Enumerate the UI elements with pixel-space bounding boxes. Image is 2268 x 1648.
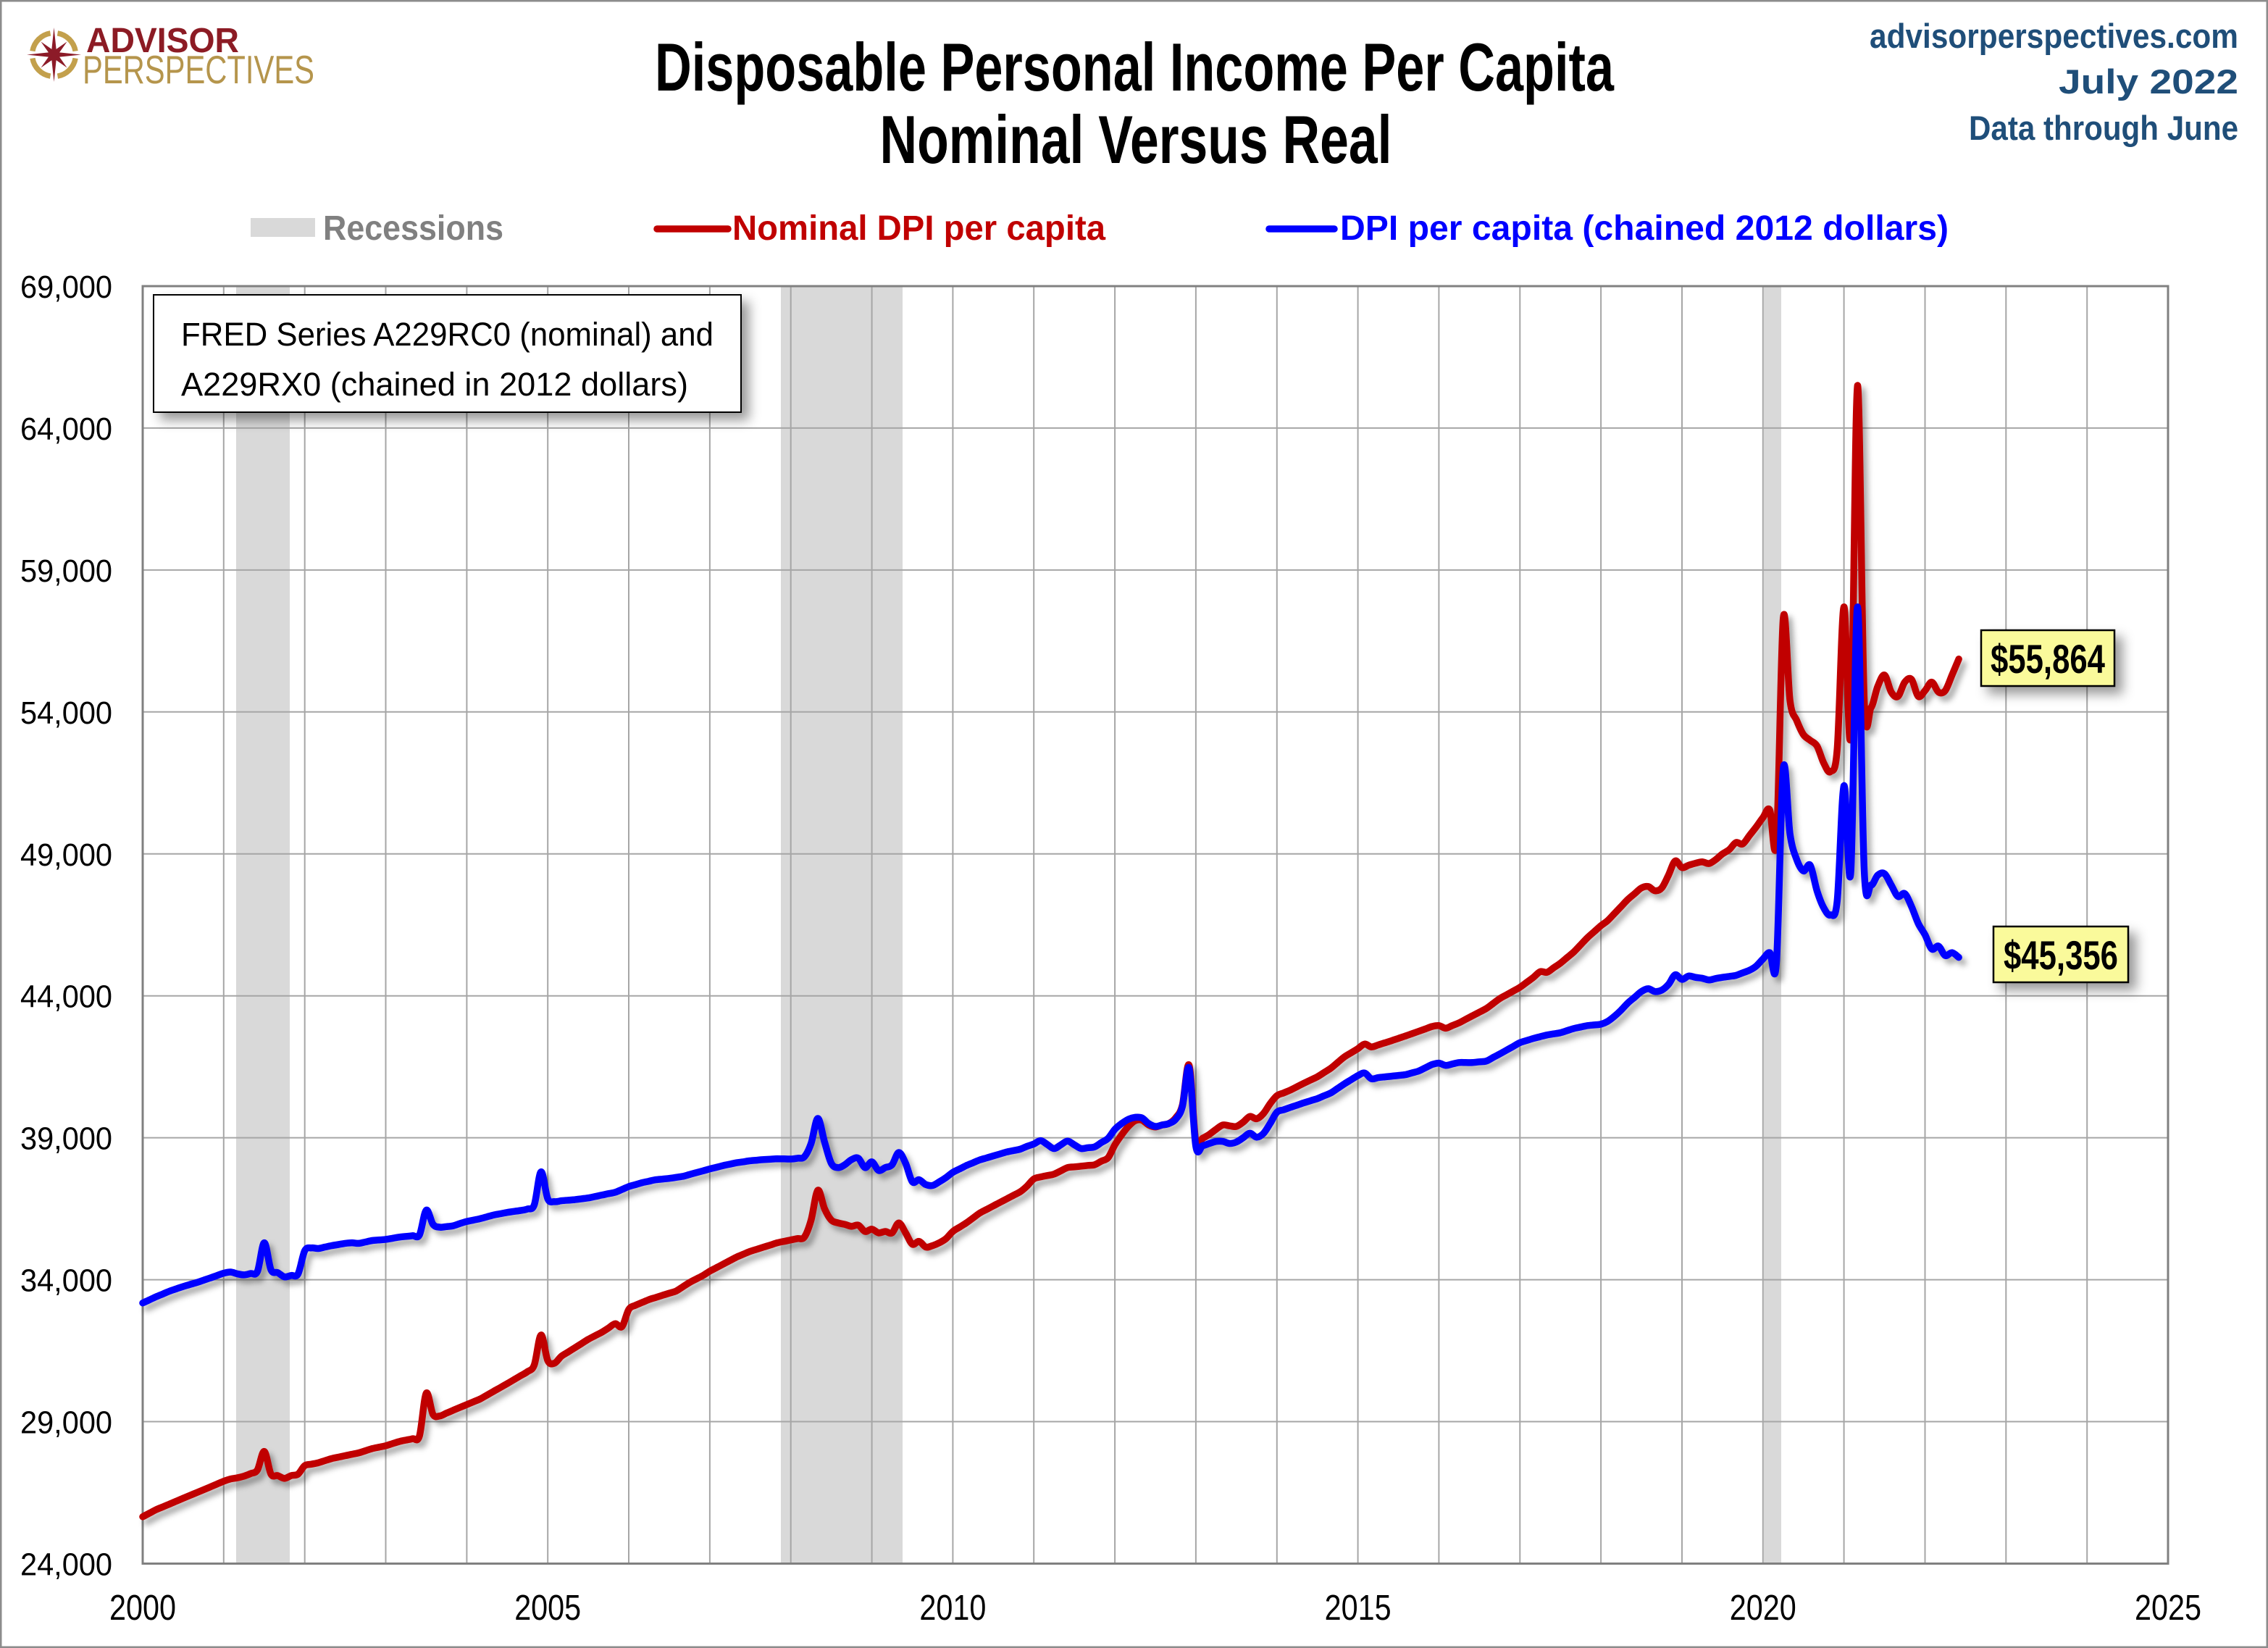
svg-text:FRED Series A229RC0 (nominal): FRED Series A229RC0 (nominal) and <box>181 316 714 353</box>
svg-text:64,000: 64,000 <box>20 411 112 447</box>
svg-text:Data through June: Data through June <box>1969 109 2238 147</box>
svg-text:2015: 2015 <box>1325 1589 1392 1628</box>
svg-text:69,000: 69,000 <box>20 269 112 305</box>
svg-text:2020: 2020 <box>1730 1589 1796 1628</box>
svg-text:2010: 2010 <box>919 1589 986 1628</box>
svg-text:$55,864: $55,864 <box>1991 636 2105 682</box>
svg-text:24,000: 24,000 <box>20 1547 112 1583</box>
svg-text:July 2022: July 2022 <box>2059 62 2238 101</box>
svg-text:29,000: 29,000 <box>20 1405 112 1441</box>
svg-text:Recessions: Recessions <box>323 209 503 248</box>
svg-text:Disposable Personal Income Per: Disposable Personal Income Per Capita <box>655 29 1615 105</box>
svg-text:PERSPECTIVES: PERSPECTIVES <box>83 47 314 92</box>
svg-text:advisorperspectives.com: advisorperspectives.com <box>1870 17 2238 55</box>
svg-text:2005: 2005 <box>514 1589 581 1628</box>
svg-text:2000: 2000 <box>109 1589 176 1628</box>
svg-text:59,000: 59,000 <box>20 553 112 589</box>
svg-text:A229RX0 (chained in 2012 dolla: A229RX0 (chained in 2012 dollars) <box>181 366 688 403</box>
svg-text:49,000: 49,000 <box>20 837 112 873</box>
svg-text:44,000: 44,000 <box>20 979 112 1015</box>
svg-text:DPI per capita (chained 2012 d: DPI per capita (chained 2012 dollars) <box>1340 209 1949 248</box>
svg-text:Nominal Versus Real: Nominal Versus Real <box>880 101 1392 177</box>
svg-text:ADVISOR: ADVISOR <box>86 22 239 60</box>
svg-text:Nominal DPI per capita: Nominal DPI per capita <box>732 209 1105 248</box>
svg-text:39,000: 39,000 <box>20 1121 112 1157</box>
svg-text:34,000: 34,000 <box>20 1263 112 1299</box>
svg-text:54,000: 54,000 <box>20 695 112 731</box>
svg-text:2025: 2025 <box>2135 1589 2201 1628</box>
svg-text:$45,356: $45,356 <box>2004 932 2118 978</box>
